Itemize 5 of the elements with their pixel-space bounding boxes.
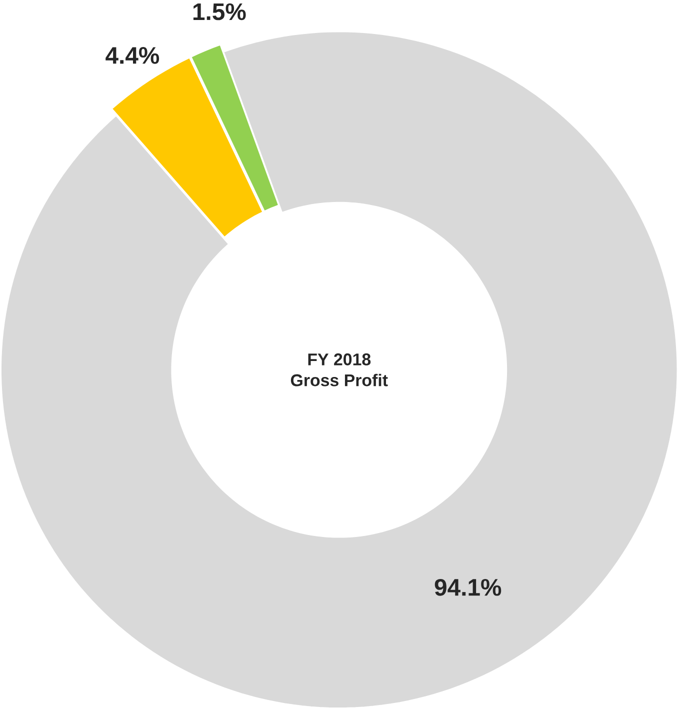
data-label: 94.1%: [434, 578, 501, 596]
data-label: 1.5%: [193, 3, 246, 20]
data-label: 4.4%: [105, 47, 159, 64]
text: Gross Profit: [290, 374, 388, 386]
text: FY 2018: [308, 353, 370, 366]
